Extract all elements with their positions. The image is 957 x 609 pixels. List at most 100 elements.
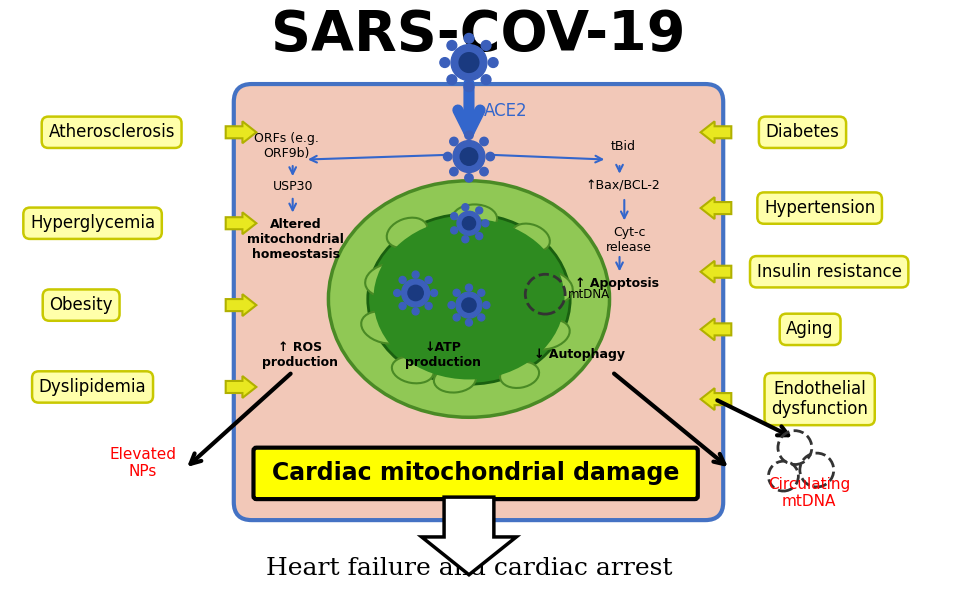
Polygon shape: [701, 261, 731, 283]
Text: tBid: tBid: [611, 139, 635, 153]
Text: Cardiac mitochondrial damage: Cardiac mitochondrial damage: [272, 462, 679, 485]
Ellipse shape: [452, 205, 497, 233]
Text: Insulin resistance: Insulin resistance: [757, 262, 901, 281]
Circle shape: [476, 207, 482, 214]
Circle shape: [462, 204, 469, 211]
Circle shape: [451, 213, 457, 220]
Text: SARS-COV-19: SARS-COV-19: [272, 9, 685, 62]
Circle shape: [450, 167, 458, 176]
Text: mtDNA: mtDNA: [568, 287, 611, 301]
Circle shape: [462, 217, 476, 230]
Circle shape: [451, 227, 457, 234]
Circle shape: [425, 303, 433, 309]
Text: Atherosclerosis: Atherosclerosis: [49, 123, 175, 141]
Circle shape: [408, 285, 423, 301]
Circle shape: [464, 82, 474, 91]
Ellipse shape: [367, 214, 570, 384]
Text: Diabetes: Diabetes: [766, 123, 839, 141]
Circle shape: [451, 44, 487, 80]
Polygon shape: [226, 213, 256, 234]
Ellipse shape: [387, 217, 428, 248]
Circle shape: [440, 58, 450, 68]
Ellipse shape: [361, 311, 408, 343]
Text: ↑ Apoptosis: ↑ Apoptosis: [574, 276, 658, 290]
Circle shape: [459, 53, 478, 72]
Circle shape: [462, 298, 476, 312]
Ellipse shape: [501, 362, 539, 388]
Circle shape: [454, 289, 460, 296]
Polygon shape: [226, 121, 256, 143]
Text: Hyperglycemia: Hyperglycemia: [30, 214, 155, 232]
Circle shape: [450, 137, 458, 146]
Circle shape: [412, 271, 419, 278]
Circle shape: [465, 319, 473, 326]
Circle shape: [457, 211, 481, 235]
Circle shape: [465, 174, 473, 182]
Circle shape: [478, 314, 485, 321]
Ellipse shape: [391, 357, 434, 383]
Circle shape: [448, 301, 455, 309]
Ellipse shape: [373, 219, 565, 379]
Text: ↓ Autophagy: ↓ Autophagy: [534, 348, 625, 361]
Text: Circulating
mtDNA: Circulating mtDNA: [768, 477, 850, 509]
Ellipse shape: [512, 224, 550, 252]
Circle shape: [464, 33, 474, 43]
Text: Obesity: Obesity: [50, 296, 113, 314]
FancyBboxPatch shape: [234, 84, 723, 520]
Circle shape: [453, 141, 485, 172]
Circle shape: [479, 137, 488, 146]
Circle shape: [425, 276, 433, 283]
Text: Altered
mitochondrial
homeostasis: Altered mitochondrial homeostasis: [247, 218, 344, 261]
Polygon shape: [226, 376, 256, 398]
Circle shape: [481, 75, 491, 85]
Polygon shape: [226, 294, 256, 316]
Circle shape: [482, 220, 489, 227]
Polygon shape: [701, 319, 731, 340]
Text: ↑ ROS
production: ↑ ROS production: [262, 341, 339, 369]
Circle shape: [399, 276, 406, 283]
Polygon shape: [701, 197, 731, 219]
Circle shape: [476, 233, 482, 239]
Text: Cyt-c
release: Cyt-c release: [606, 225, 652, 253]
Circle shape: [456, 292, 482, 318]
Text: Heart failure and cardiac arrest: Heart failure and cardiac arrest: [266, 557, 672, 580]
Circle shape: [447, 75, 456, 85]
Polygon shape: [701, 388, 731, 410]
Polygon shape: [701, 121, 731, 143]
Circle shape: [454, 314, 460, 321]
Circle shape: [483, 301, 490, 309]
Circle shape: [465, 284, 473, 291]
Circle shape: [481, 41, 491, 51]
FancyArrow shape: [422, 497, 516, 575]
Text: Dyslipidemia: Dyslipidemia: [38, 378, 146, 396]
Circle shape: [462, 236, 469, 243]
Text: ↑Bax/BCL-2: ↑Bax/BCL-2: [585, 179, 659, 192]
Circle shape: [399, 303, 406, 309]
Circle shape: [488, 58, 498, 68]
Circle shape: [479, 167, 488, 176]
Circle shape: [486, 152, 495, 161]
Circle shape: [447, 41, 456, 51]
Circle shape: [412, 308, 419, 315]
Text: Elevated
NPs: Elevated NPs: [109, 446, 177, 479]
Ellipse shape: [328, 181, 610, 417]
Circle shape: [393, 289, 401, 297]
Text: Hypertension: Hypertension: [764, 199, 876, 217]
Ellipse shape: [523, 270, 572, 304]
Text: ↓ATP
production: ↓ATP production: [405, 341, 481, 369]
Circle shape: [431, 289, 437, 297]
Ellipse shape: [434, 367, 476, 393]
Circle shape: [460, 148, 478, 165]
Text: ACE2: ACE2: [484, 102, 528, 120]
Circle shape: [465, 131, 473, 139]
Circle shape: [478, 289, 485, 296]
Text: ORFs (e.g.
ORF9b): ORFs (e.g. ORF9b): [254, 132, 319, 160]
Ellipse shape: [366, 263, 415, 297]
Ellipse shape: [525, 320, 569, 350]
Text: Aging: Aging: [787, 320, 834, 339]
Text: USP30: USP30: [273, 180, 313, 193]
Circle shape: [443, 152, 452, 161]
Circle shape: [402, 279, 430, 307]
Text: Endothelial
dysfunction: Endothelial dysfunction: [771, 379, 868, 418]
FancyBboxPatch shape: [254, 448, 698, 499]
